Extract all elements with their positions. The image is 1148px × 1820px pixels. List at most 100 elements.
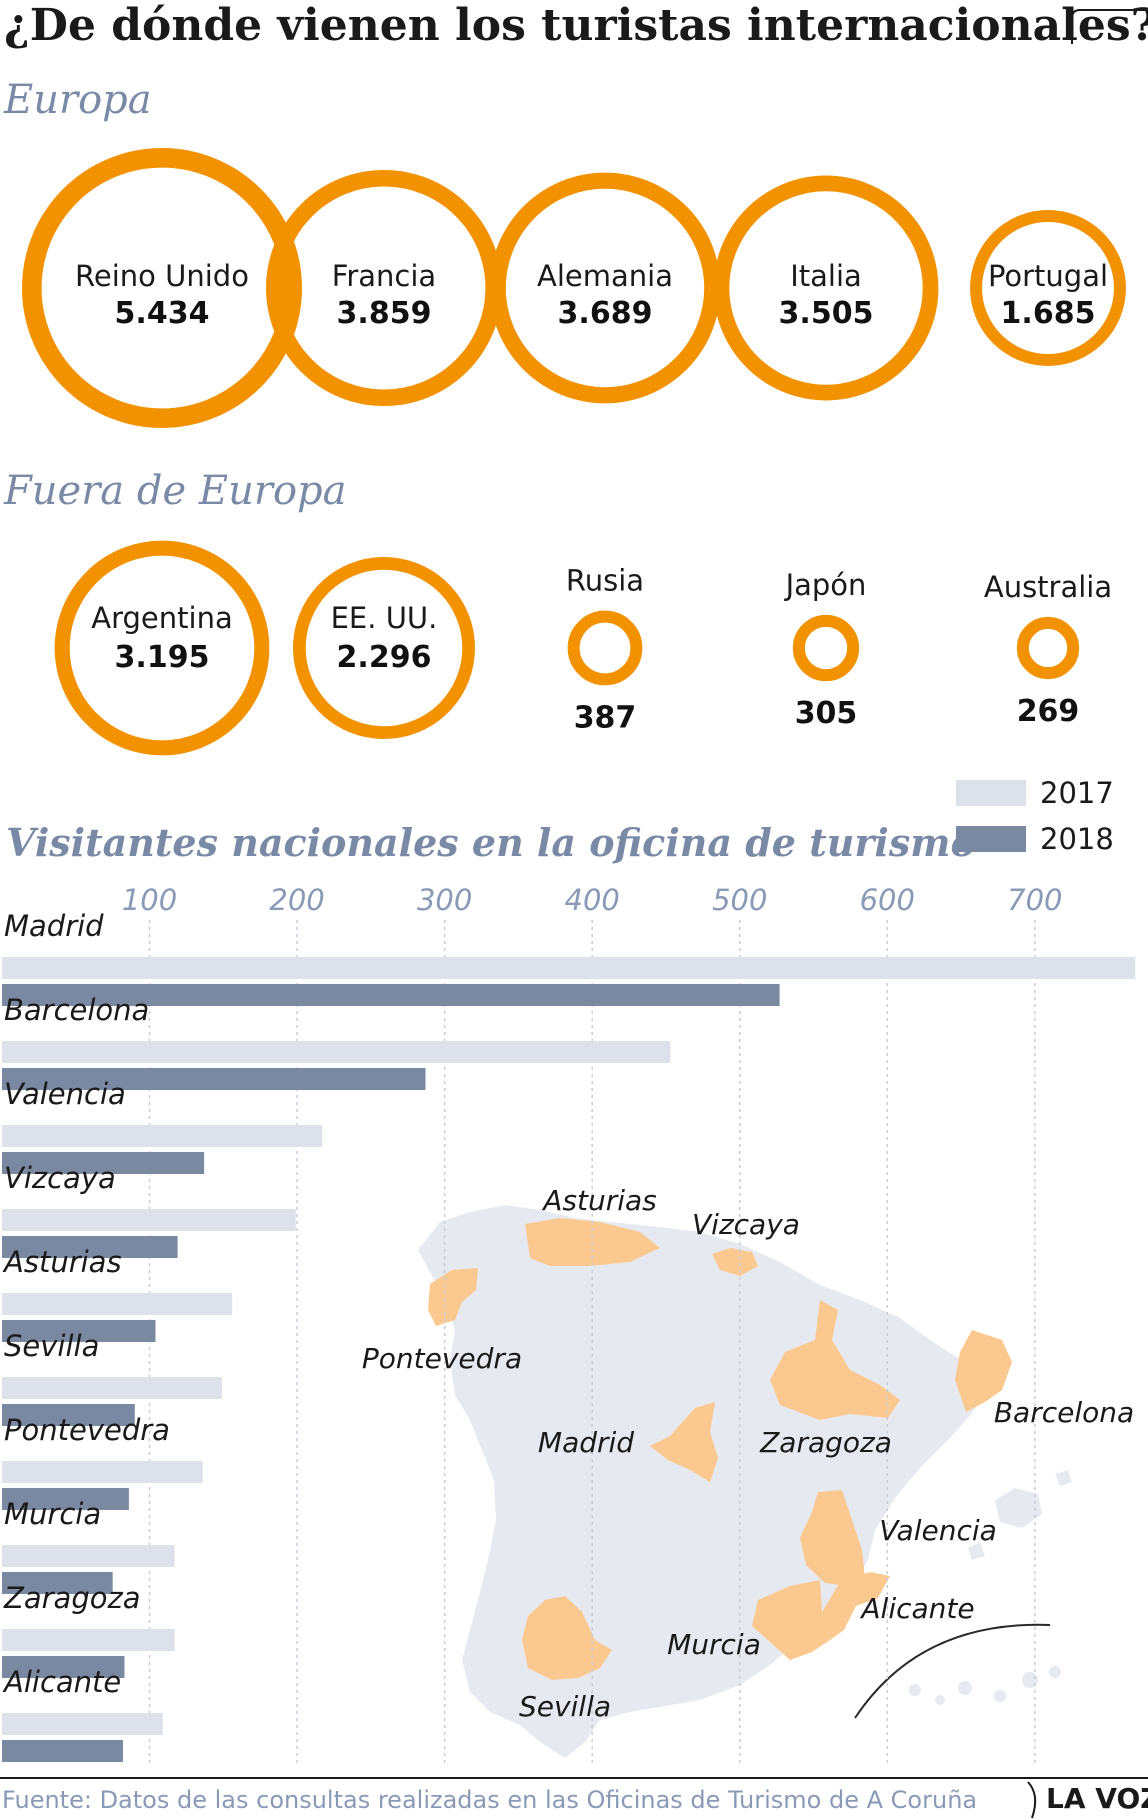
bar-2018-asturias xyxy=(2,1320,156,1342)
map-label-pontevedra: Pontevedra xyxy=(362,1342,522,1375)
bubble-value-argentina: 3.195 xyxy=(115,640,210,675)
bubble-rusia xyxy=(567,610,643,686)
map-region-valencia xyxy=(800,1490,865,1586)
bar-2017-vizcaya xyxy=(2,1209,296,1231)
map-label-alicante: Alicante xyxy=(859,1592,974,1625)
bar-2018-barcelona xyxy=(2,1068,426,1090)
bubble-portugal xyxy=(970,210,1126,366)
bar-2018-murcia xyxy=(2,1572,113,1594)
bubble-value-rusia: 387 xyxy=(574,700,637,735)
bar-2017-alicante xyxy=(2,1713,163,1735)
canary-islands xyxy=(909,1666,1061,1705)
bar-2017-pontevedra xyxy=(2,1461,203,1483)
legend-label-2018: 2018 xyxy=(1040,822,1114,856)
bubble-label-ee-uu: EE. UU. xyxy=(331,601,438,635)
spain-mainland xyxy=(418,1205,990,1758)
map-labels: Asturias Vizcaya Pontevedra Madrid Zaragoza B… xyxy=(362,1184,1134,1723)
bar-2018-vizcaya xyxy=(2,1236,178,1258)
map-region-murcia xyxy=(752,1580,830,1660)
map-label-valencia: Valencia xyxy=(879,1514,997,1547)
bar-label-alicante: Alicante xyxy=(2,1665,121,1699)
spain-map xyxy=(418,1205,1072,1758)
bar-label-vizcaya: Vizcaya xyxy=(4,1161,116,1195)
map-region-zaragoza xyxy=(770,1300,900,1420)
x-tick-600: 600 xyxy=(860,883,915,917)
bubble-label-italia: Italia xyxy=(790,259,862,293)
bubble-value-italia: 3.505 xyxy=(779,296,874,331)
map-label-vizcaya: Vizcaya xyxy=(692,1208,800,1241)
map-label-murcia: Murcia xyxy=(667,1628,761,1661)
x-tick-100: 100 xyxy=(122,883,177,917)
bar-2018-valencia xyxy=(2,1152,205,1174)
brand-mark xyxy=(1027,1781,1037,1819)
bar-2017-madrid xyxy=(2,957,1136,979)
bar-label-murcia: Murcia xyxy=(4,1497,101,1531)
bar-2018-zaragoza xyxy=(2,1656,125,1678)
map-label-barcelona: Barcelona xyxy=(994,1396,1134,1429)
bar-rows: Madrid Barcelona Valencia Vizcaya Asturias Se… xyxy=(2,909,1136,1762)
canary-arc xyxy=(854,1623,1051,1719)
bar-2018-sevilla xyxy=(2,1404,135,1426)
bubble-label-portugal: Portugal xyxy=(988,259,1108,293)
legend-swatch-2018 xyxy=(956,826,1026,852)
bubble-value-ee-uu: 2.296 xyxy=(337,640,432,675)
map-label-asturias: Asturias xyxy=(541,1184,657,1217)
legend-swatch-2017 xyxy=(956,780,1026,806)
bubble-label-alemania: Alemania xyxy=(537,259,673,293)
bar-label-valencia: Valencia xyxy=(4,1077,126,1111)
map-label-madrid: Madrid xyxy=(538,1426,634,1459)
title-bracket xyxy=(1071,9,1148,44)
national-heading: Visitantes nacionales en la oficina de t… xyxy=(6,820,976,865)
map-region-sevilla xyxy=(522,1596,612,1680)
bar-2017-valencia xyxy=(2,1125,323,1147)
bar-2018-alicante xyxy=(2,1740,123,1762)
legend: 2017 2018 xyxy=(956,776,1114,856)
map-region-barcelona xyxy=(955,1330,1012,1412)
bubble-label-japon: Japón xyxy=(784,568,867,602)
bar-2017-barcelona xyxy=(2,1041,671,1063)
page-title: ¿De dónde vienen los turistas internacio… xyxy=(4,0,1148,51)
x-tick-200: 200 xyxy=(269,883,324,917)
legend-label-2017: 2017 xyxy=(1040,776,1114,810)
bubble-value-japon: 305 xyxy=(795,696,858,731)
bar-2017-sevilla xyxy=(2,1377,222,1399)
bar-2017-asturias xyxy=(2,1293,233,1315)
brand-logo: LA VOZ xyxy=(1046,1782,1148,1815)
bar-label-barcelona: Barcelona xyxy=(4,993,149,1027)
bar-2017-zaragoza xyxy=(2,1629,175,1651)
bar-label-sevilla: Sevilla xyxy=(4,1329,99,1363)
bar-2018-madrid xyxy=(2,984,780,1006)
bar-2017-murcia xyxy=(2,1545,175,1567)
bar-label-madrid: Madrid xyxy=(4,909,104,943)
bar-label-asturias: Asturias xyxy=(2,1245,122,1279)
non-europe-heading: Fuera de Europa xyxy=(3,468,346,514)
bubble-value-alemania: 3.689 xyxy=(558,296,653,331)
bubble-label-argentina: Argentina xyxy=(91,601,232,635)
map-label-sevilla: Sevilla xyxy=(519,1690,611,1723)
bar-label-pontevedra: Pontevedra xyxy=(4,1413,170,1447)
non-europe-bubbles: Argentina 3.195 EE. UU. 2.296 Rusia 387 Japón 3… xyxy=(54,540,1112,756)
x-tick-400: 400 xyxy=(565,883,620,917)
bubble-japon xyxy=(792,614,860,682)
source-note: Fuente: Datos de las consultas realizada… xyxy=(2,1786,977,1814)
x-tick-700: 700 xyxy=(1007,883,1062,917)
map-region-pontevedra xyxy=(428,1268,478,1326)
bubble-label-rusia: Rusia xyxy=(566,564,644,598)
bubble-label-reino-unido: Reino Unido xyxy=(75,259,249,293)
bubble-ee-uu xyxy=(292,556,476,740)
bar-2018-pontevedra xyxy=(2,1488,129,1510)
map-region-vizcaya xyxy=(712,1248,758,1276)
bubble-alemania xyxy=(489,172,721,404)
bar-label-zaragoza: Zaragoza xyxy=(3,1581,140,1615)
europe-heading: Europa xyxy=(3,77,152,123)
x-tick-300: 300 xyxy=(417,883,472,917)
bar-x-ticks: 100 200 300 400 500 600 700 xyxy=(122,883,1063,917)
balearic-islands xyxy=(968,1470,1072,1560)
bubble-value-australia: 269 xyxy=(1017,694,1080,729)
bubble-reino-unido xyxy=(22,148,302,428)
bubble-label-francia: Francia xyxy=(332,259,436,293)
bubble-value-francia: 3.859 xyxy=(337,296,432,331)
bubble-label-australia: Australia xyxy=(984,570,1112,604)
